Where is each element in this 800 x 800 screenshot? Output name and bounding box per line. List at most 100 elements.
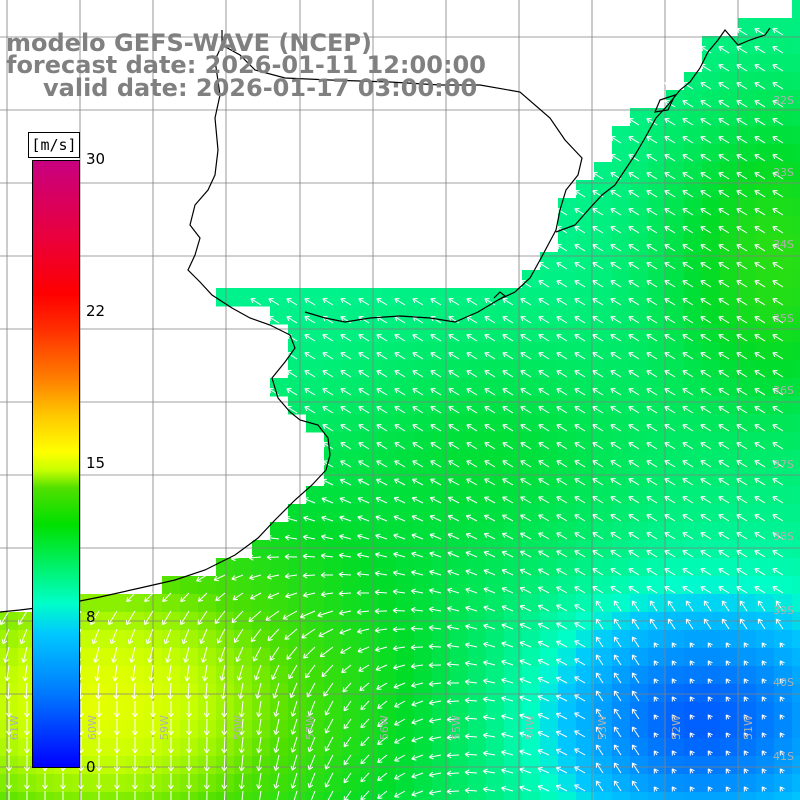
wind-arrow <box>743 696 749 702</box>
wind-speed-cell <box>360 594 379 613</box>
wind-speed-cell <box>486 756 505 775</box>
wind-speed-cell <box>792 684 800 703</box>
wind-speed-cell <box>594 756 613 775</box>
wind-arrow <box>671 714 677 720</box>
wind-speed-cell <box>666 342 685 361</box>
wind-speed-cell <box>18 666 37 685</box>
wind-speed-cell <box>684 630 703 649</box>
wind-arrow <box>754 406 766 414</box>
wind-arrow <box>574 442 586 450</box>
wind-arrow <box>392 645 406 652</box>
wind-arrow <box>466 478 478 486</box>
wind-arrow <box>519 677 532 684</box>
wind-speed-cell <box>738 396 757 415</box>
wind-speed-cell <box>414 756 433 775</box>
wind-arrow <box>170 791 172 800</box>
wind-arrow <box>393 664 406 671</box>
wind-speed-cell <box>594 630 613 649</box>
wind-arrow <box>430 352 442 360</box>
wind-arrow <box>537 766 550 774</box>
lat-label: 32S <box>773 94 794 107</box>
wind-arrow <box>269 646 280 661</box>
wind-speed-cell <box>702 648 721 667</box>
wind-arrow <box>520 442 532 450</box>
wind-speed-cell <box>648 378 667 397</box>
wind-speed-cell <box>414 306 433 325</box>
wind-speed-cell <box>126 594 145 613</box>
wind-speed-cell <box>252 558 271 577</box>
wind-speed-cell <box>648 486 667 505</box>
wind-arrow <box>464 697 478 704</box>
wind-speed-cell <box>414 468 433 487</box>
wind-arrow <box>556 622 568 630</box>
wind-speed-cell <box>666 126 685 145</box>
wind-speed-cell <box>792 162 800 181</box>
wind-arrow <box>375 552 388 558</box>
wind-speed-cell <box>252 594 271 613</box>
wind-speed-cell <box>666 684 685 703</box>
lat-label: 34S <box>773 238 794 251</box>
wind-speed-cell <box>738 234 757 253</box>
wind-arrow <box>736 424 748 432</box>
wind-speed-cell <box>504 342 523 361</box>
wind-speed-cell <box>666 252 685 271</box>
wind-speed-cell <box>468 684 487 703</box>
wind-arrow <box>772 370 784 378</box>
wind-arrow <box>664 262 676 270</box>
wind-arrow <box>446 734 460 741</box>
wind-speed-cell <box>630 504 649 523</box>
wind-arrow <box>538 262 550 270</box>
colorbar-tick: 8 <box>86 608 96 626</box>
wind-speed-cell <box>720 324 739 343</box>
wind-arrow <box>653 642 659 648</box>
wind-arrow <box>203 736 210 754</box>
wind-arrow <box>754 82 766 90</box>
wind-arrow <box>574 280 586 288</box>
wind-arrow <box>682 262 694 270</box>
wind-arrow <box>685 618 694 630</box>
wind-arrow <box>628 550 640 558</box>
wind-speed-cell <box>558 504 577 523</box>
wind-speed-cell <box>216 630 235 649</box>
wind-arrow <box>556 406 568 414</box>
wind-speed-cell <box>738 594 757 613</box>
wind-speed-cell <box>702 306 721 325</box>
wind-arrow <box>180 592 190 603</box>
wind-speed-cell <box>630 450 649 469</box>
wind-arrow <box>574 388 586 396</box>
wind-speed-cell <box>792 468 800 487</box>
wind-speed-cell <box>648 252 667 271</box>
wind-arrow <box>649 600 658 612</box>
wind-speed-cell <box>396 432 415 451</box>
wind-speed-cell <box>630 342 649 361</box>
wind-speed-cell <box>684 216 703 235</box>
wind-speed-cell <box>522 540 541 559</box>
lon-label: 61W <box>8 715 21 740</box>
wind-speed-cell <box>504 324 523 343</box>
wind-speed-cell <box>738 684 757 703</box>
wind-arrow <box>483 569 496 576</box>
wind-speed-cell <box>360 360 379 379</box>
wind-arrow <box>464 679 478 685</box>
wind-speed-cell <box>792 54 800 73</box>
wind-arrow <box>664 496 676 504</box>
wind-arrow <box>646 244 658 252</box>
wind-speed-cell <box>468 450 487 469</box>
wind-speed-cell <box>378 306 397 325</box>
wind-speed-cell <box>666 540 685 559</box>
wind-speed-cell <box>540 558 559 577</box>
wind-arrow <box>482 750 496 757</box>
wind-speed-cell <box>594 396 613 415</box>
wind-arrow <box>150 755 156 772</box>
wind-speed-cell <box>486 306 505 325</box>
wind-arrow <box>574 370 586 378</box>
wind-arrow <box>664 586 676 594</box>
wind-arrow <box>285 592 298 599</box>
wind-arrow <box>595 762 604 774</box>
wind-arrow <box>162 610 172 626</box>
wind-speed-cell <box>288 306 307 325</box>
wind-arrow <box>430 334 442 342</box>
wind-speed-cell <box>666 486 685 505</box>
wind-arrow <box>131 682 138 700</box>
wind-speed-cell <box>378 756 397 775</box>
